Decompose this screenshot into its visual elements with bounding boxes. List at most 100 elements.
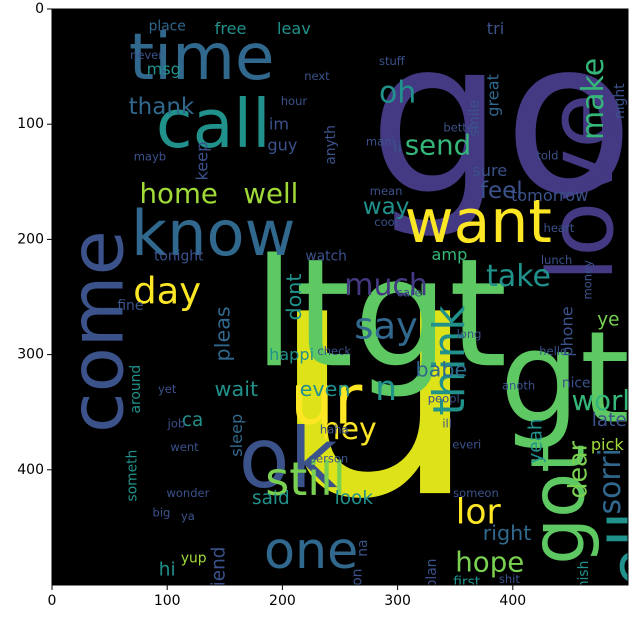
word-cool: cool	[374, 215, 398, 229]
word-better: better	[443, 121, 479, 135]
word-tell: tell	[596, 512, 642, 613]
word-heart: heart	[544, 221, 575, 235]
y-tick-label: 400	[17, 462, 44, 478]
y-tick-label: 300	[17, 347, 44, 363]
word-hey: hey	[322, 412, 377, 447]
word-love: love	[530, 93, 634, 281]
word-much: much	[344, 268, 428, 303]
word-later: later	[592, 410, 635, 431]
word-ya: ya	[181, 509, 195, 523]
word-night: night	[612, 83, 628, 119]
word-well: well	[243, 177, 298, 210]
word-oh: oh	[379, 76, 416, 111]
word-want: want	[405, 187, 552, 257]
word-wait: wait	[215, 377, 259, 401]
word-still: still	[265, 452, 345, 506]
word-thank: thank	[129, 94, 195, 120]
plot-frame	[51, 8, 629, 586]
x-axis: 0 100 200 300 400	[48, 585, 526, 609]
word-miss: miss	[627, 294, 642, 347]
word-work: work	[572, 384, 639, 417]
y-tick-label: 0	[35, 1, 44, 17]
word-msg: msg	[147, 59, 181, 78]
word-happi: happi	[269, 345, 314, 364]
word-shit: shit	[499, 572, 520, 586]
word-ill: ill	[442, 417, 452, 431]
word-free: free	[215, 19, 247, 38]
word-lor: lor	[456, 492, 502, 532]
word-care: care	[397, 285, 422, 299]
word-mani: mani	[366, 134, 395, 148]
word-nice: nice	[562, 375, 591, 391]
word-hour: hour	[281, 94, 308, 108]
word-mayb: mayb	[134, 149, 166, 163]
word-say: say	[354, 304, 418, 347]
word-first: first	[453, 575, 481, 591]
x-tick-label: 0	[48, 593, 57, 609]
word-someon: someon	[453, 486, 499, 500]
word-phone: phone	[557, 306, 576, 357]
word-take: take	[486, 259, 551, 294]
x-tick-label: 300	[384, 593, 411, 609]
word-send: send	[405, 128, 471, 161]
word-ltgt: ltgt	[253, 227, 507, 401]
word-big: big	[153, 505, 171, 519]
word-lunch: lunch	[541, 253, 572, 267]
word-mean: mean	[370, 184, 403, 198]
word-great: great	[484, 74, 503, 117]
word-time: time	[129, 20, 275, 95]
word-look: look	[335, 488, 374, 509]
word-hello: hello	[539, 344, 567, 358]
word-check: check	[317, 344, 351, 358]
word-gt: gt	[500, 304, 630, 452]
word-layer: ugoltgtgtlovecometimecallknowwantokurnee…	[56, 9, 642, 613]
word-right: right	[483, 521, 532, 545]
word-pick: pick	[591, 435, 625, 454]
word-money: money	[581, 260, 595, 300]
word-sleep: sleep	[227, 414, 246, 457]
word-haha: haha	[320, 422, 349, 436]
word-dear: dear	[562, 440, 592, 498]
word-ok: ok	[239, 410, 338, 507]
word-ur: ur	[290, 361, 363, 441]
word-sorri: sorri	[593, 448, 628, 514]
word-yup: yup	[181, 551, 207, 567]
word-place: place	[149, 18, 186, 34]
word-leav: leav	[277, 19, 311, 38]
word-went: went	[170, 440, 199, 454]
word-got: got	[516, 444, 601, 565]
word-friend: friend	[209, 547, 230, 601]
word-someth: someth	[125, 450, 141, 502]
word-stuff: stuff	[379, 54, 406, 68]
word-fine: fine	[117, 298, 143, 314]
y-axis: 0 100 200 300 400	[17, 1, 52, 478]
word-finish: finish	[576, 561, 592, 598]
word-smile: smile	[467, 100, 483, 137]
word-home: home	[140, 177, 218, 210]
word-ii: ii	[393, 138, 402, 157]
word-one: one	[264, 521, 358, 580]
word-tomorrow: tomorrow	[511, 186, 588, 205]
word-pleas: pleas	[210, 306, 234, 361]
word-yeah: yeah	[525, 418, 546, 463]
word-anoth: anoth	[502, 379, 535, 393]
word-gon: gon	[349, 569, 365, 595]
word-told: told	[536, 148, 558, 162]
y-tick-label: 100	[17, 116, 44, 132]
x-tick-label: 100	[154, 593, 181, 609]
word-u: u	[269, 183, 481, 572]
word-never: never	[130, 48, 163, 62]
word-tri: tri	[487, 19, 504, 38]
word-come: come	[56, 230, 141, 433]
word-ca: ca	[182, 410, 203, 431]
word-keep: keep	[192, 142, 211, 181]
x-tick-label: 400	[499, 593, 526, 609]
word-said: said	[252, 488, 290, 509]
word-hope: hope	[455, 545, 524, 578]
word-make: make	[576, 58, 611, 140]
word-day: day	[133, 270, 201, 313]
word-around: around	[128, 365, 144, 414]
word-yet: yet	[158, 382, 177, 396]
word-sure: sure	[472, 161, 507, 180]
word-book: book	[165, 584, 193, 598]
